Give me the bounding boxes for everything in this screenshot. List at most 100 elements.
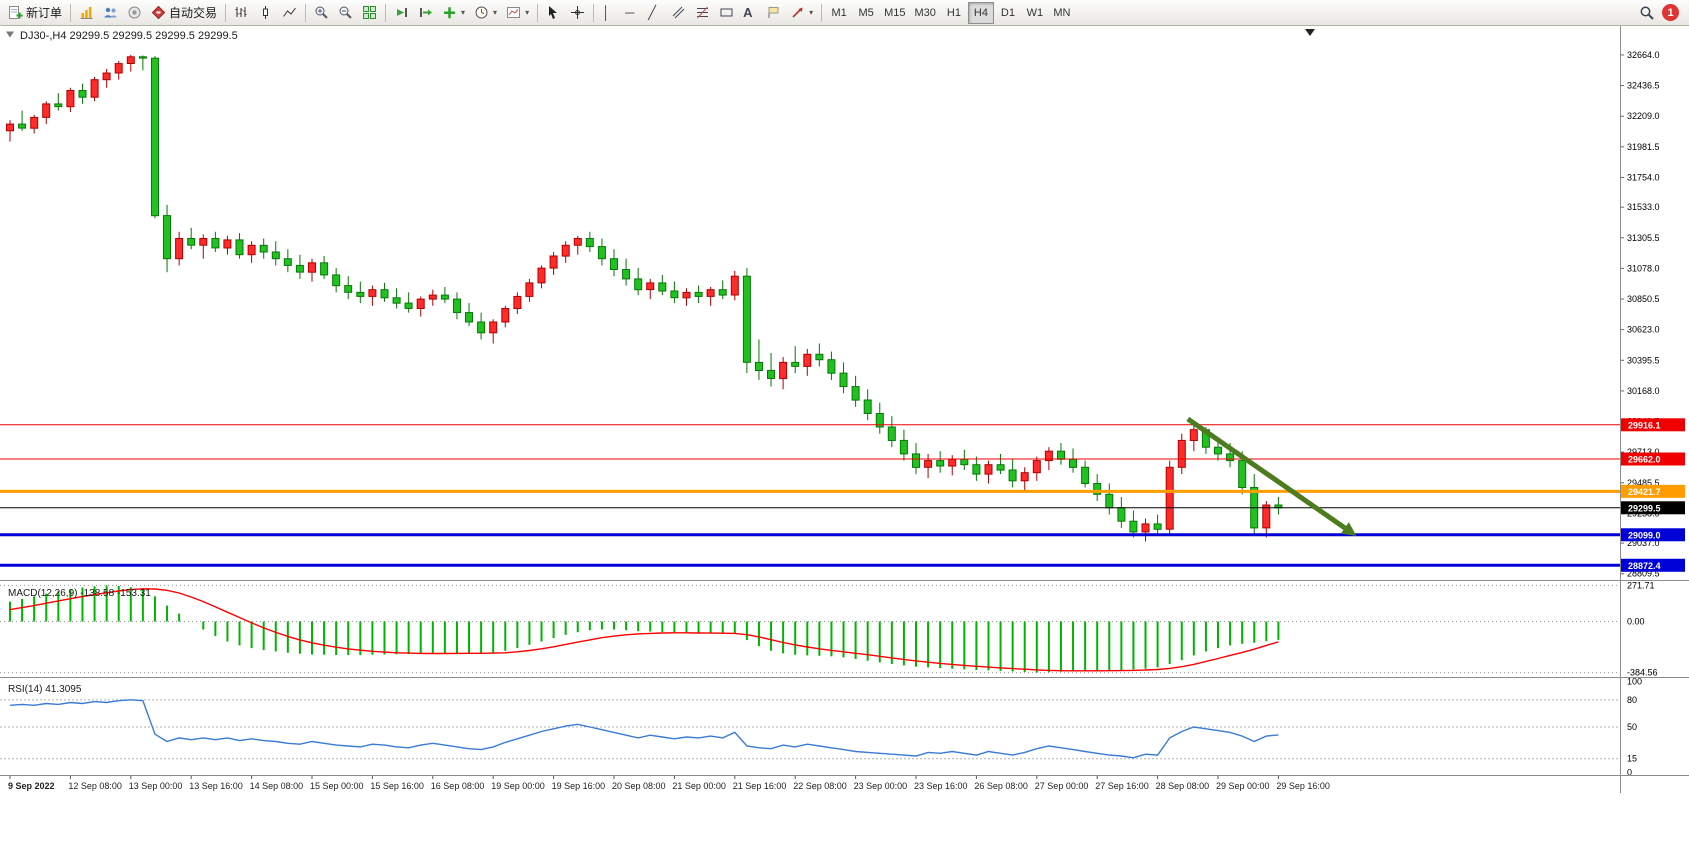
tf-button-H4[interactable]: H4 xyxy=(967,1,994,24)
price-badge: 29916.1 xyxy=(1621,418,1685,432)
channel-tool-button[interactable] xyxy=(667,2,690,24)
search-button[interactable] xyxy=(1635,2,1659,24)
one-click-trading-toggle[interactable] xyxy=(6,31,14,38)
indicators-button[interactable]: ▾ xyxy=(438,2,469,24)
candle xyxy=(283,249,292,273)
candle xyxy=(30,114,39,134)
chart-shift-marker[interactable] xyxy=(1305,29,1315,36)
chart-shift-icon xyxy=(420,8,433,17)
label-tool-button[interactable] xyxy=(762,2,785,24)
candle xyxy=(537,265,546,289)
tf-button-M1[interactable]: M1 xyxy=(826,2,852,24)
candle xyxy=(755,339,763,380)
auto-trading-button[interactable]: 自动交易 xyxy=(147,2,221,24)
candle xyxy=(779,357,788,390)
candle xyxy=(815,343,824,367)
candle xyxy=(199,234,208,259)
main-toolbar: 新订单 自动交易 xyxy=(0,0,1689,26)
price-axis-label: 29037.0 xyxy=(1627,538,1660,548)
price-badge: 29299.5 xyxy=(1621,501,1685,515)
candle xyxy=(827,351,836,380)
cursor-button[interactable] xyxy=(542,2,565,24)
price-axis-label: 31754.0 xyxy=(1627,172,1660,182)
tf-button-D1[interactable]: D1 xyxy=(995,2,1021,24)
tf-button-MN[interactable]: MN xyxy=(1049,2,1075,24)
candle xyxy=(1165,460,1174,535)
trend-arrow-annotation[interactable] xyxy=(1186,416,1357,536)
candle xyxy=(585,231,594,252)
candle xyxy=(573,235,582,255)
dropdown-caret[interactable]: ▾ xyxy=(525,8,530,17)
auto-scroll-button[interactable] xyxy=(390,2,413,24)
candle xyxy=(453,292,461,320)
crosshair-button[interactable] xyxy=(566,2,589,24)
tile-windows-button[interactable] xyxy=(358,2,381,24)
profiles-button[interactable] xyxy=(99,2,122,24)
candle xyxy=(549,252,558,275)
zoom-in-button[interactable] xyxy=(310,2,333,24)
candle xyxy=(175,231,184,266)
candle xyxy=(658,274,667,296)
time-axis-label: 15 Sep 16:00 xyxy=(370,781,424,791)
candle xyxy=(151,56,159,219)
candle xyxy=(211,231,220,252)
cursor-arrow-icon xyxy=(549,6,558,19)
price-badge: 29421.7 xyxy=(1621,484,1685,498)
svg-text:29916.1: 29916.1 xyxy=(1628,420,1661,430)
rsi-axis-label: 50 xyxy=(1627,722,1637,732)
candle xyxy=(694,285,703,304)
candle xyxy=(90,77,99,102)
time-axis-label: 20 Sep 08:00 xyxy=(612,781,666,791)
templates-button[interactable]: ▾ xyxy=(502,2,533,24)
macd-label: MACD(12,26,9) -138.58 -153.31 xyxy=(8,588,151,599)
vertical-line-tool-button[interactable]: │ xyxy=(598,2,620,24)
line-chart-type-button[interactable] xyxy=(278,2,301,24)
candlestick-type-button[interactable] xyxy=(254,2,277,24)
candle xyxy=(114,60,123,80)
dropdown-caret[interactable]: ▾ xyxy=(461,8,466,17)
candle xyxy=(223,235,232,255)
candle xyxy=(1020,467,1029,492)
bar-chart-type-button[interactable] xyxy=(230,2,253,24)
tf-button-M5[interactable]: M5 xyxy=(853,2,879,24)
price-axis-label: 29485.5 xyxy=(1627,478,1660,488)
tf-button-H1[interactable]: H1 xyxy=(941,2,967,24)
candle xyxy=(6,120,14,142)
fibonacci-tool-button[interactable] xyxy=(691,2,714,24)
dropdown-caret[interactable]: ▾ xyxy=(493,8,498,17)
notification-badge[interactable]: 1 xyxy=(1662,4,1679,21)
ohlc-bars-icon xyxy=(235,7,247,17)
new-chart-button[interactable] xyxy=(75,2,98,24)
chart-shift-button[interactable] xyxy=(414,2,437,24)
zoom-out-button[interactable] xyxy=(334,2,357,24)
shapes-icon xyxy=(720,8,733,17)
candle xyxy=(54,93,63,111)
chart-canvas[interactable]: 32664.0 32436.5 32209.0 31981.5 31754.0 31533… xyxy=(0,26,1689,854)
macd-axis-label: 0.00 xyxy=(1627,617,1645,627)
toolbar-separator xyxy=(821,3,823,22)
new-order-button[interactable]: 新订单 xyxy=(4,2,66,24)
candle xyxy=(1093,474,1102,501)
time-axis-label: 15 Sep 00:00 xyxy=(310,781,364,791)
trendline-tool-button[interactable]: ╱ xyxy=(644,2,666,24)
tf-button-W1[interactable]: W1 xyxy=(1022,2,1048,24)
vertical-line-icon: │ xyxy=(602,5,611,20)
macd-axis-label: 271.71 xyxy=(1627,580,1655,590)
bar-chart-icon xyxy=(80,7,93,19)
text-tool-button[interactable]: A xyxy=(739,2,761,24)
arrows-tool-button[interactable]: ▾ xyxy=(786,2,817,24)
price-badge: 28872.4 xyxy=(1621,558,1685,572)
data-window-button[interactable] xyxy=(123,2,146,24)
shapes-tool-button[interactable] xyxy=(715,2,738,24)
candle xyxy=(1177,433,1186,475)
horizontal-line-tool-button[interactable]: ─ xyxy=(621,2,643,24)
tf-button-M15[interactable]: M15 xyxy=(880,2,909,24)
tf-button-M30[interactable]: M30 xyxy=(911,2,940,24)
periods-button[interactable]: ▾ xyxy=(470,2,501,24)
candle xyxy=(102,68,111,88)
candle xyxy=(1008,459,1017,488)
candle xyxy=(803,348,812,376)
svg-text:29299.5: 29299.5 xyxy=(1628,503,1661,513)
price-axis-label: 31305.5 xyxy=(1627,233,1660,243)
dropdown-caret[interactable]: ▾ xyxy=(809,8,814,17)
